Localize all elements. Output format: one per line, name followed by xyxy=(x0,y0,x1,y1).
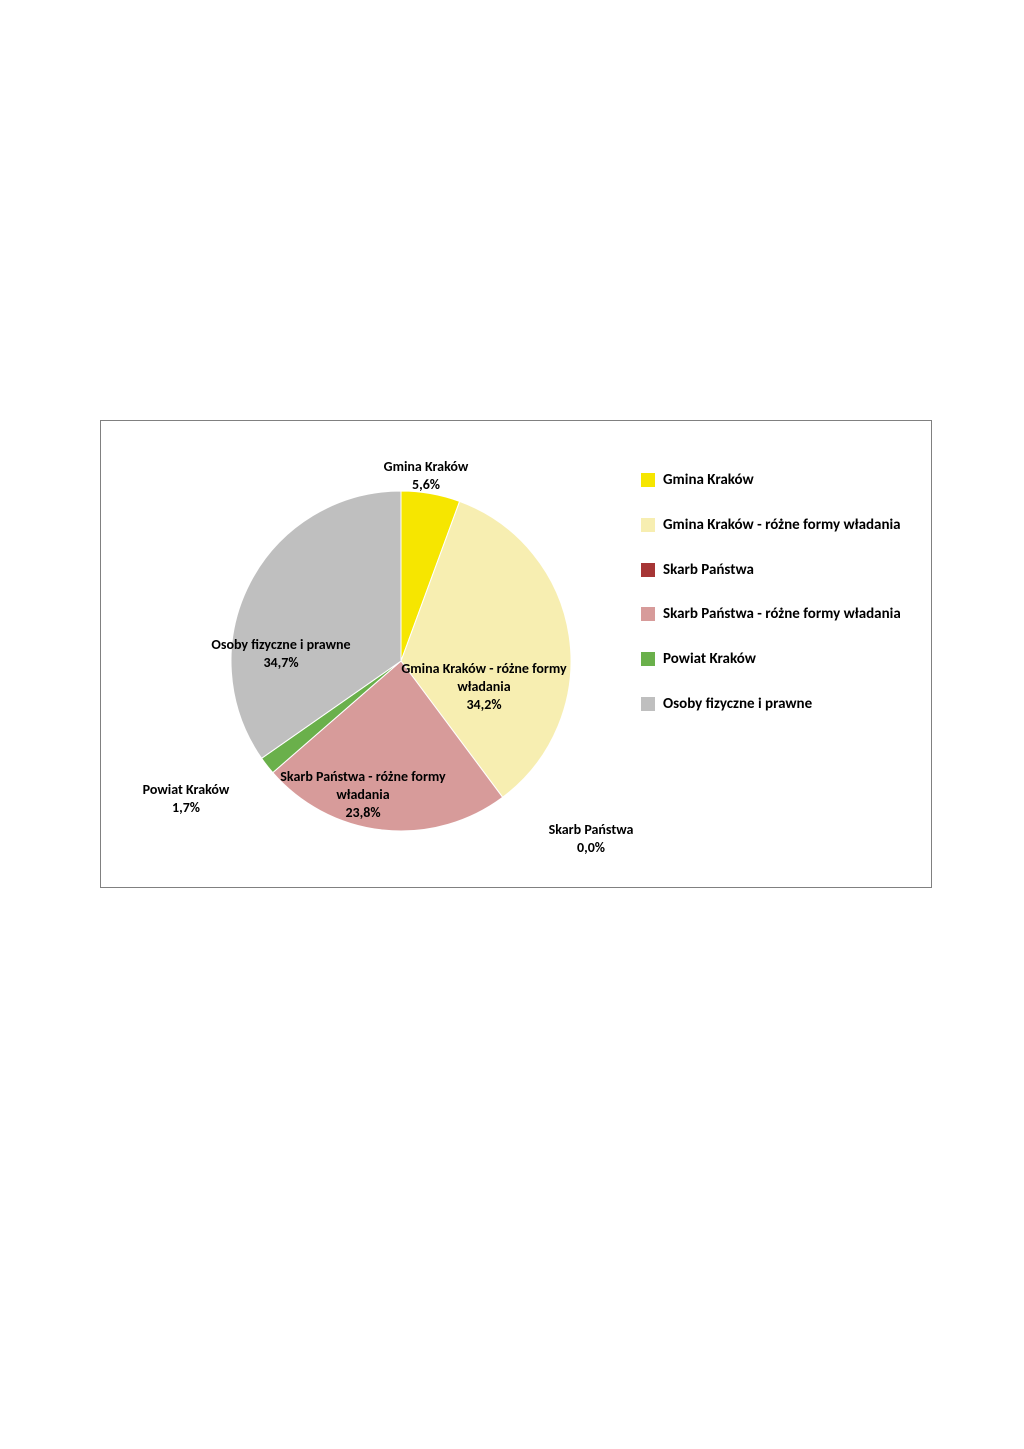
pie-chart-frame: Gmina Kraków 5,6% Gmina Kraków - różne f… xyxy=(100,420,932,888)
legend-text: Skarb Państwa xyxy=(663,561,754,580)
legend-text: Gmina Kraków - różne formy władania xyxy=(663,516,901,535)
legend-item-gmina-krakow-rozne: Gmina Kraków - różne formy władania xyxy=(641,516,901,535)
slice-label-name: Skarb Państwa - różne formy władania xyxy=(263,768,463,804)
legend-swatch xyxy=(641,563,655,577)
legend-item-skarb-panstwa: Skarb Państwa xyxy=(641,561,901,580)
legend-item-skarb-panstwa-rozne: Skarb Państwa - różne formy władania xyxy=(641,605,901,624)
slice-label-pct: 23,8% xyxy=(263,804,463,822)
slice-label-pct: 34,7% xyxy=(206,654,356,672)
legend-item-osoby-fiz-praw: Osoby fizyczne i prawne xyxy=(641,695,901,714)
legend-swatch xyxy=(641,607,655,621)
slice-label-skarb-panstwa: Skarb Państwa 0,0% xyxy=(526,821,656,857)
slice-label-name: Gmina Kraków - różne formy władania xyxy=(389,660,579,696)
legend-swatch xyxy=(641,697,655,711)
legend-swatch xyxy=(641,652,655,666)
slice-label-skarb-panstwa-rozne: Skarb Państwa - różne formy władania 23,… xyxy=(263,768,463,823)
slice-label-name: Skarb Państwa xyxy=(526,821,656,839)
slice-label-name: Gmina Kraków xyxy=(351,458,501,476)
slice-label-gmina-krakow: Gmina Kraków 5,6% xyxy=(351,458,501,494)
slice-label-name: Osoby fizyczne i prawne xyxy=(206,636,356,654)
slice-label-name: Powiat Kraków xyxy=(121,781,251,799)
slice-label-powiat-krakow: Powiat Kraków 1,7% xyxy=(121,781,251,817)
legend-text: Skarb Państwa - różne formy władania xyxy=(663,605,901,624)
slice-label-osoby-fiz-praw: Osoby fizyczne i prawne 34,7% xyxy=(206,636,356,672)
legend-item-gmina-krakow: Gmina Kraków xyxy=(641,471,901,490)
pie-area: Gmina Kraków 5,6% Gmina Kraków - różne f… xyxy=(151,461,611,861)
legend-swatch xyxy=(641,518,655,532)
slice-label-pct: 34,2% xyxy=(389,696,579,714)
legend-swatch xyxy=(641,473,655,487)
slice-label-gmina-krakow-rozne: Gmina Kraków - różne formy władania 34,2… xyxy=(389,660,579,715)
legend-text: Osoby fizyczne i prawne xyxy=(663,695,812,714)
page: Gmina Kraków 5,6% Gmina Kraków - różne f… xyxy=(0,0,1024,1449)
legend: Gmina Kraków Gmina Kraków - różne formy … xyxy=(641,471,901,740)
slice-label-pct: 0,0% xyxy=(526,839,656,857)
slice-label-pct: 1,7% xyxy=(121,799,251,817)
legend-text: Gmina Kraków xyxy=(663,471,754,490)
slice-label-pct: 5,6% xyxy=(351,476,501,494)
legend-text: Powiat Kraków xyxy=(663,650,756,669)
legend-item-powiat-krakow: Powiat Kraków xyxy=(641,650,901,669)
